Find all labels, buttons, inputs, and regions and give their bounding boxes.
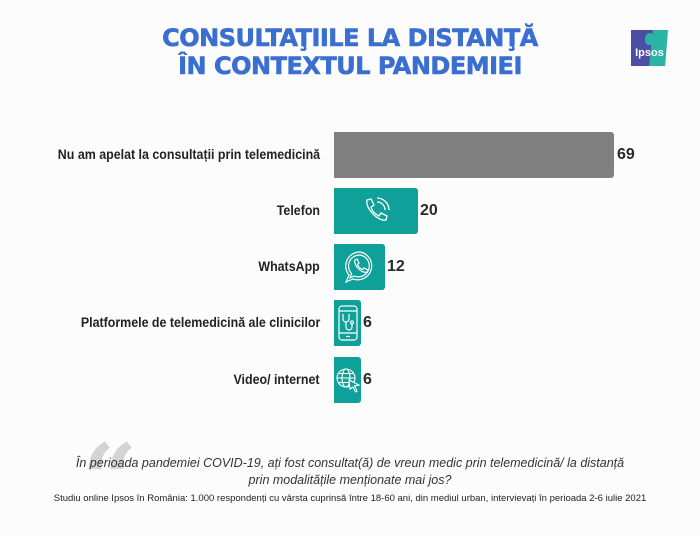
bar [334,300,361,346]
globe-cursor-icon [335,368,361,393]
bar [334,357,361,403]
bar-row-none: Nu am apelat la consultații prin telemed… [0,132,700,178]
bar [334,244,385,290]
bar-value: 20 [420,202,438,219]
title-line-2: ÎN CONTEXTUL PANDEMIEI [178,52,523,81]
title-line-1: CONSULTAŢIILE LA DISTANŢĂ [162,24,539,53]
bar-label: Nu am apelat la consultații prin telemed… [57,147,320,162]
bar-value: 69 [617,146,635,163]
bar-label: Video/ internet [233,372,320,387]
bar-label: Platformele de telemedicină ale clinicil… [80,315,320,330]
bar [334,188,418,234]
whatsapp-icon [344,251,372,284]
bar-label: WhatsApp [258,259,320,274]
head-silhouette-icon [645,33,654,45]
question-line-1: În perioada pandemiei COVID-19, ați fost… [75,456,625,470]
bar-row-whatsapp: WhatsApp 12 [0,244,700,290]
bar-value: 6 [363,371,372,388]
logo-text: Ipsos [635,47,664,59]
bar-row-platforme: Platformele de telemedicină ale clinicil… [0,300,700,346]
bar-label: Telefon [276,203,320,218]
phone-icon [366,197,390,221]
bar-value: 12 [387,258,405,275]
bar-row-telefon: Telefon 20 [0,188,700,234]
bar-value: 6 [363,314,372,331]
phone-stethoscope-icon [337,305,358,341]
survey-question: În perioada pandemiei COVID-19, ați fost… [0,455,700,489]
question-line-2: prin modalitățile menționate mai jos? [248,473,452,487]
chart-title: CONSULTAŢIILE LA DISTANŢĂ ÎN CONTEXTUL P… [0,24,700,81]
bar-row-video: Video/ internet 6 [0,357,700,403]
source-note: Studiu online Ipsos în România: 1.000 re… [53,493,647,504]
bar [334,132,614,178]
quote-mark-icon: “ [82,423,138,536]
ipsos-logo: Ipsos [631,30,668,66]
